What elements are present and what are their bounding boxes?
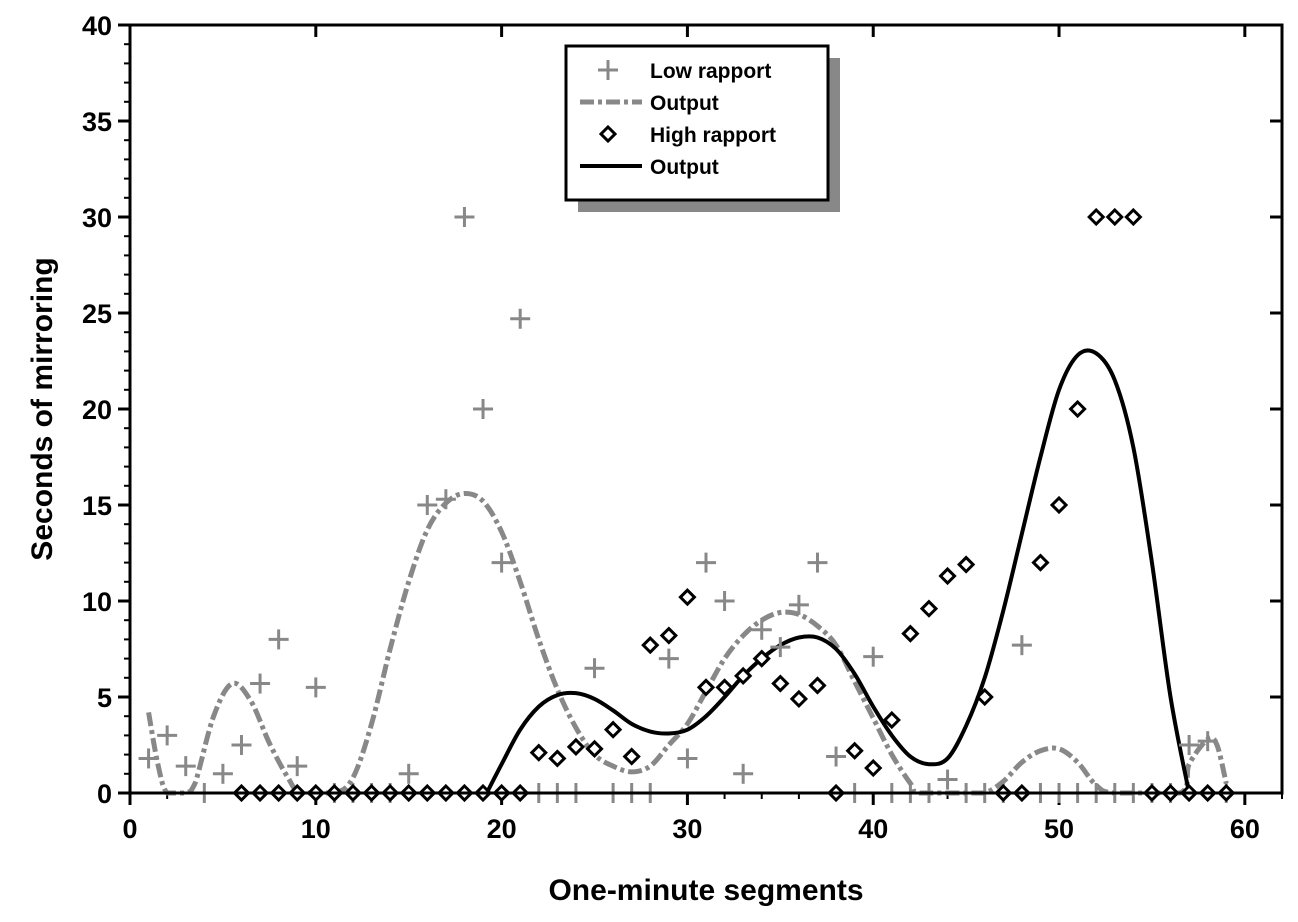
series-layer [138,207,1237,803]
x-tick-label: 30 [672,814,702,844]
legend: Low rapport Output High rapport Output [564,44,840,212]
data-point-plus [287,756,308,777]
data-point-plus [714,591,735,611]
data-point-plus [212,763,233,784]
x-tick-label: 10 [301,814,331,844]
legend-label: Output [650,92,719,115]
legend-label: Low rapport [650,60,771,83]
data-point-plus [268,629,289,650]
data-point-plus [1179,735,1200,755]
data-point-plus [157,725,178,746]
data-point-diamond [919,599,939,618]
legend-label: Output [650,156,719,179]
data-point-plus [937,769,958,790]
data-point-diamond [1049,495,1069,515]
data-point-diamond [566,737,586,757]
data-point-diamond [548,749,567,768]
data-point-diamond [864,758,883,778]
data-point-diamond [808,676,827,695]
data-point-diamond [1124,207,1143,227]
data-point-plus [1197,731,1218,752]
data-point-plus [863,646,884,667]
data-point-plus [658,648,679,669]
data-point-diamond [1087,207,1106,227]
plot-frame [128,23,1284,795]
data-point-diamond [598,124,618,144]
data-point-diamond [659,626,678,645]
data-point-diamond [603,720,623,739]
data-point-plus [807,552,828,573]
data-point-plus [788,594,809,615]
data-point-diamond [585,739,604,758]
x-tick-label: 50 [1044,814,1074,844]
data-point-diamond [734,666,753,686]
data-point-diamond [938,566,957,586]
x-axis-title: One-minute segments [548,874,863,907]
data-point-plus [305,677,326,698]
data-point-diamond [789,689,809,709]
data-point-diamond [882,710,901,730]
data-point-diamond [975,687,994,707]
data-point-plus [696,552,716,573]
series-line-3 [484,348,1192,794]
data-point-diamond [678,588,697,607]
data-point-diamond [957,555,976,574]
y-tick-label: 40 [82,11,112,41]
y-tick-label: 20 [82,395,112,425]
data-point-plus [584,658,605,679]
y-tick-label: 35 [82,107,112,137]
data-point-plus [175,756,196,777]
series-high-rapport [232,207,1236,803]
data-point-plus [398,763,419,784]
y-tick-label: 0 [97,779,112,809]
data-point-diamond [901,624,920,643]
y-tick-label: 15 [82,491,112,521]
data-point-plus [473,399,494,419]
data-point-plus [510,308,531,329]
x-tick-label: 60 [1230,814,1260,844]
data-point-plus [1011,635,1032,656]
data-point-plus [454,207,475,227]
data-point-diamond [752,649,771,668]
data-point-plus [598,60,618,80]
data-point-plus [250,673,271,694]
x-tick-label: 20 [487,814,517,844]
series-low-rapport [138,207,1237,803]
data-point-diamond [641,636,660,655]
y-tick-label: 25 [82,299,112,329]
data-point-plus [751,619,772,640]
data-point-diamond [715,678,734,697]
data-point-diamond [696,678,716,697]
y-tick-label: 30 [82,203,112,233]
x-tick-label: 0 [122,814,137,844]
data-point-diamond [622,747,641,766]
x-tick-label: 40 [858,814,888,844]
data-point-plus [826,746,847,767]
legend-box [564,44,830,202]
y-tick-label: 5 [97,683,112,713]
data-point-diamond [1105,207,1124,227]
data-point-diamond [1068,399,1087,419]
data-point-plus [677,748,698,769]
data-point-plus [417,495,438,515]
data-point-plus [231,735,252,755]
data-point-diamond [529,743,548,762]
y-axis-title: Seconds of mirroring [26,257,59,560]
axes-layer: 0 10 20 30 40 50 60 0 5 10 15 20 25 30 35 40 [82,11,1283,844]
y-tick-label: 10 [82,587,112,617]
data-point-diamond [771,674,790,693]
data-point-diamond [1031,553,1050,572]
data-point-diamond [845,741,864,760]
data-point-plus [435,489,456,510]
data-point-plus [138,748,159,769]
data-point-plus [491,552,512,573]
data-point-plus [733,763,754,784]
series-line-1 [146,490,1229,796]
data-point-plus [770,637,791,658]
legend-label: High rapport [650,124,776,147]
